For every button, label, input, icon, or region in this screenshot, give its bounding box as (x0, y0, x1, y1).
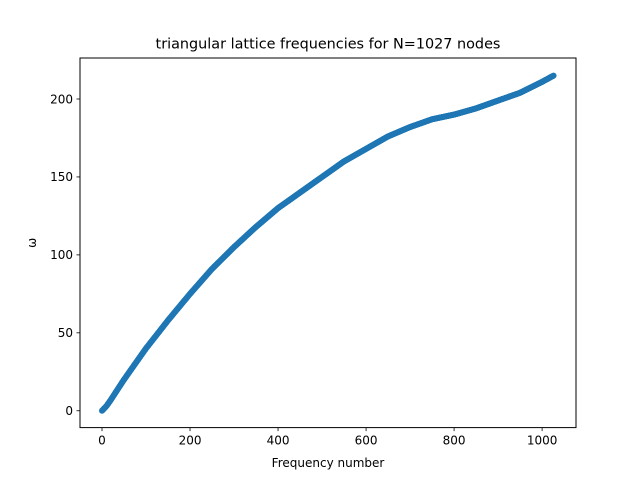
x-tick-label: 800 (443, 434, 466, 448)
y-tick-label: 150 (50, 170, 73, 184)
x-tick-label: 1000 (527, 434, 558, 448)
y-axis-ticks: 0 50 100 150 200 (50, 92, 80, 418)
y-axis-label: ω (25, 238, 39, 248)
data-points (99, 72, 557, 414)
y-tick-label: 100 (50, 248, 73, 262)
data-point (550, 72, 557, 79)
plot-frame (79, 57, 577, 429)
x-axis-ticks: 0 200 400 600 800 1000 (98, 427, 558, 448)
x-tick-label: 600 (355, 434, 378, 448)
y-tick-label: 200 (50, 92, 73, 106)
y-tick-label: 50 (58, 326, 73, 340)
x-tick-label: 200 (179, 434, 202, 448)
x-axis-label: Frequency number (272, 456, 385, 470)
x-tick-label: 400 (267, 434, 290, 448)
y-tick-label: 0 (65, 404, 73, 418)
x-tick-label: 0 (98, 434, 106, 448)
chart-title: triangular lattice frequencies for N=102… (156, 37, 501, 53)
